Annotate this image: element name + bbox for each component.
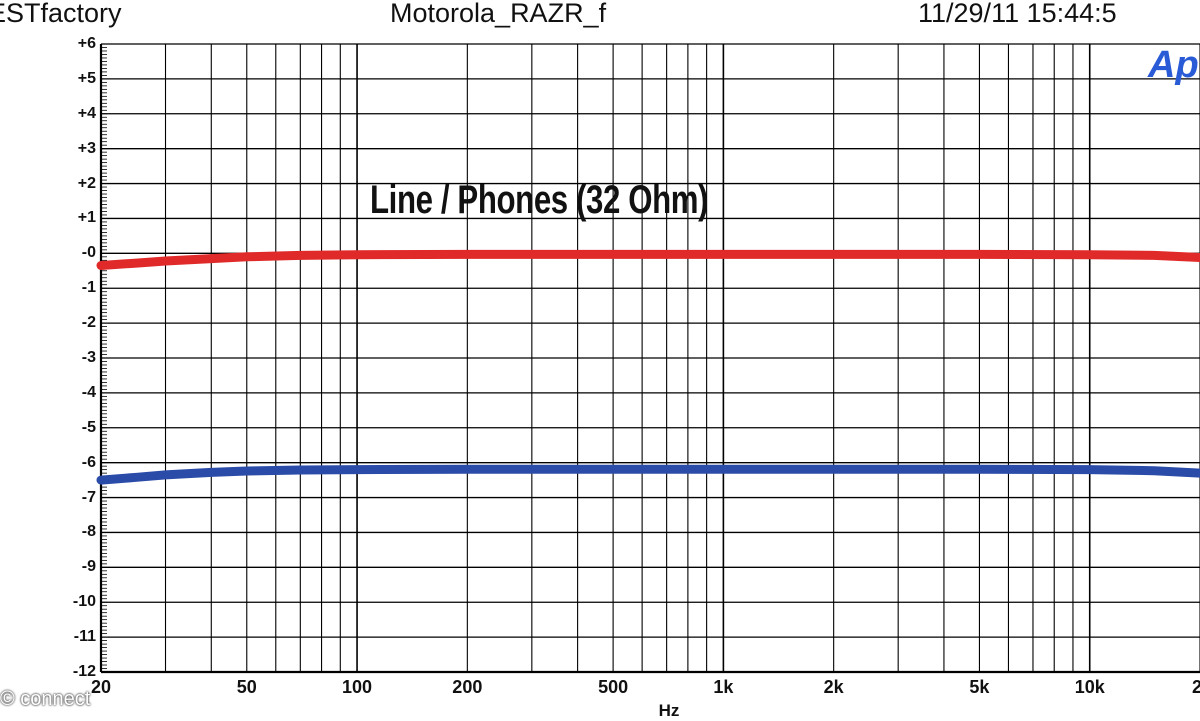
y-tick-label: -10 xyxy=(72,593,96,611)
series-line-blue xyxy=(96,464,1200,485)
y-tick-label: -11 xyxy=(73,628,96,646)
x-tick-label: 200 xyxy=(452,677,483,697)
y-tick-label: -5 xyxy=(81,418,96,436)
y-tick-label: +2 xyxy=(77,174,96,192)
x-tick-label: 2k xyxy=(823,677,844,697)
x-tick-label: 2 xyxy=(1191,677,1200,697)
chart-grid xyxy=(99,43,1200,674)
header-right: 11/29/11 15:44:5 xyxy=(918,0,1117,28)
brand-logo: Ap xyxy=(1148,44,1199,86)
chart-title: Line / Phones (32 Ohm) xyxy=(370,178,709,222)
y-tick-label: -8 xyxy=(81,523,96,541)
y-tick-label: +4 xyxy=(77,104,96,122)
x-tick-label: 1k xyxy=(713,677,734,697)
y-tick-label: +6 xyxy=(77,35,96,52)
series-line-red xyxy=(96,249,1200,270)
x-tick-label: 5k xyxy=(969,677,990,697)
y-tick-label: -1 xyxy=(81,279,96,297)
y-tick-label: -9 xyxy=(81,558,96,576)
header-center: Motorola_RAZR_f xyxy=(390,0,607,28)
x-tick-label: 20 xyxy=(90,677,112,697)
chart-series xyxy=(96,249,1200,485)
x-tick-label: 500 xyxy=(598,677,629,697)
x-tick-label: 10k xyxy=(1074,677,1105,697)
y-tick-label: +1 xyxy=(77,209,96,227)
y-tick-label: -6 xyxy=(81,453,96,471)
y-tick-label: +3 xyxy=(77,139,96,157)
x-axis-label: Hz xyxy=(658,701,680,720)
copyright-watermark: © connect xyxy=(0,688,91,710)
y-tick-label: -12 xyxy=(72,663,96,680)
y-tick-label: +5 xyxy=(77,69,96,87)
y-tick-label: -0 xyxy=(81,244,96,262)
y-tick-label: -4 xyxy=(81,383,96,401)
header-left: ESTfactory xyxy=(0,0,122,28)
x-tick-label: 100 xyxy=(342,677,373,697)
x-tick-label: 50 xyxy=(236,677,257,697)
y-tick-label: -7 xyxy=(81,488,96,506)
y-tick-label: -3 xyxy=(81,349,96,366)
y-tick-label: -2 xyxy=(81,314,96,332)
